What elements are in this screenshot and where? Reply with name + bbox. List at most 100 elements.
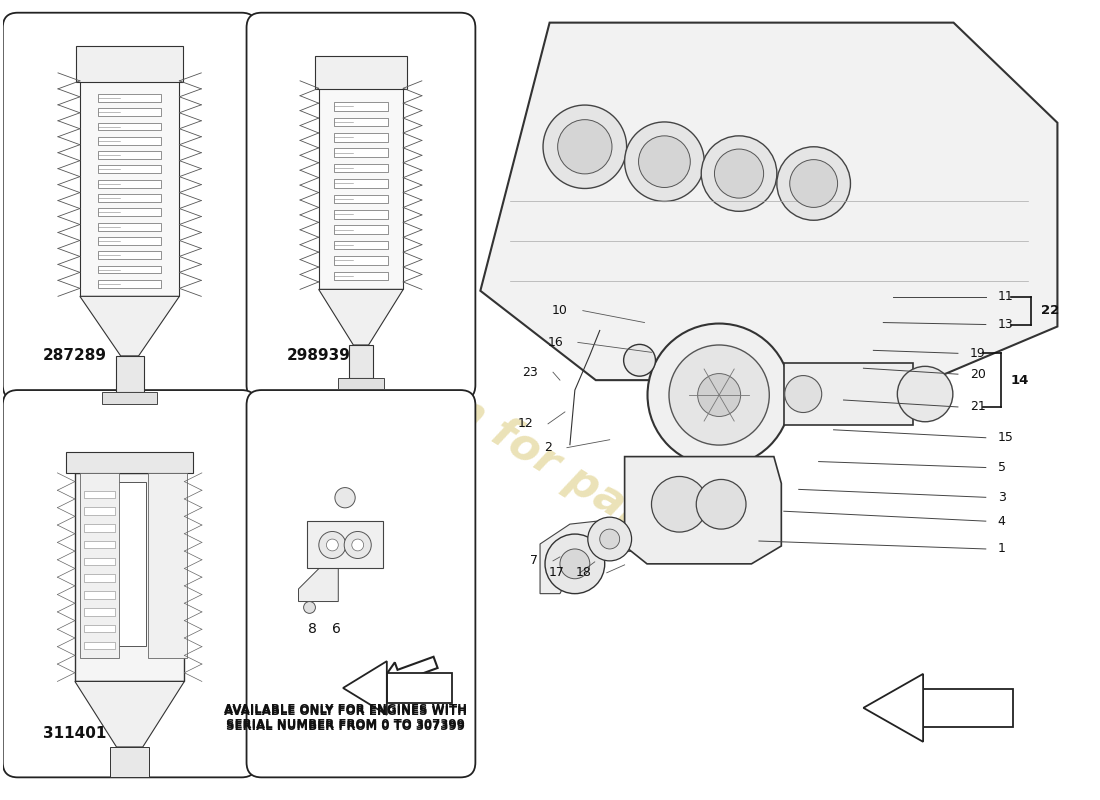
Bar xyxy=(334,133,388,142)
Text: 6: 6 xyxy=(332,622,341,636)
Bar xyxy=(85,524,114,532)
Text: 17: 17 xyxy=(549,566,565,579)
Circle shape xyxy=(651,477,707,532)
Circle shape xyxy=(639,136,691,187)
Circle shape xyxy=(784,375,822,413)
FancyBboxPatch shape xyxy=(3,390,256,778)
Text: 21: 21 xyxy=(970,401,986,414)
Text: 11: 11 xyxy=(998,290,1013,303)
Bar xyxy=(85,591,114,599)
Text: 5: 5 xyxy=(998,461,1005,474)
Bar xyxy=(316,56,407,89)
Bar xyxy=(334,272,388,280)
Bar xyxy=(98,280,162,288)
Bar xyxy=(334,102,388,110)
Text: AVAILABLE ONLY FOR ENGINES WITH
SERIAL NUMBER FROM 0 TO 307399: AVAILABLE ONLY FOR ENGINES WITH SERIAL N… xyxy=(223,705,466,733)
Bar xyxy=(85,558,114,566)
Bar xyxy=(923,689,1013,726)
Bar xyxy=(148,473,187,658)
Bar xyxy=(85,608,114,616)
Bar xyxy=(75,473,185,682)
Text: 287289: 287289 xyxy=(43,348,107,363)
Circle shape xyxy=(344,531,372,558)
Polygon shape xyxy=(864,674,923,742)
Text: 298939: 298939 xyxy=(286,348,350,363)
Circle shape xyxy=(696,479,746,529)
Bar xyxy=(85,642,114,650)
Bar xyxy=(334,256,388,265)
Bar xyxy=(307,522,383,568)
Polygon shape xyxy=(298,568,339,602)
Bar xyxy=(98,151,162,159)
Circle shape xyxy=(543,105,627,189)
Text: 7: 7 xyxy=(530,554,538,567)
Text: 10: 10 xyxy=(552,304,568,317)
Bar xyxy=(98,137,162,145)
Circle shape xyxy=(625,122,704,202)
Bar xyxy=(98,94,162,102)
Text: 2: 2 xyxy=(544,441,552,454)
Bar xyxy=(98,166,162,174)
Bar xyxy=(85,574,114,582)
Bar xyxy=(85,490,114,498)
Bar xyxy=(334,194,388,203)
FancyBboxPatch shape xyxy=(246,13,475,400)
Circle shape xyxy=(898,366,953,422)
Circle shape xyxy=(624,344,656,376)
Bar xyxy=(66,452,194,473)
Bar xyxy=(349,345,373,378)
Bar xyxy=(85,625,114,633)
Bar xyxy=(319,81,404,290)
Text: 20: 20 xyxy=(970,368,986,381)
Circle shape xyxy=(701,136,777,211)
FancyBboxPatch shape xyxy=(246,390,475,778)
Circle shape xyxy=(544,534,605,594)
Bar xyxy=(98,108,162,116)
Circle shape xyxy=(790,160,837,207)
Bar xyxy=(334,226,388,234)
Circle shape xyxy=(600,529,619,549)
Polygon shape xyxy=(80,296,179,356)
Text: 18: 18 xyxy=(576,566,592,579)
Bar xyxy=(98,237,162,245)
Bar xyxy=(80,473,119,658)
Circle shape xyxy=(334,487,355,508)
Text: 23: 23 xyxy=(522,366,538,378)
Bar xyxy=(116,356,144,392)
Circle shape xyxy=(319,531,345,558)
Bar xyxy=(98,251,162,259)
Circle shape xyxy=(558,120,612,174)
FancyBboxPatch shape xyxy=(3,13,256,400)
Circle shape xyxy=(777,146,850,220)
Bar xyxy=(98,208,162,216)
Bar xyxy=(334,164,388,172)
Bar xyxy=(334,118,388,126)
Circle shape xyxy=(327,539,339,551)
Text: a passion for parts: a passion for parts xyxy=(268,277,692,563)
Text: 16: 16 xyxy=(547,336,563,349)
Text: 22: 22 xyxy=(1041,304,1059,317)
Bar xyxy=(334,179,388,188)
Bar xyxy=(338,378,384,390)
Bar xyxy=(98,222,162,230)
Circle shape xyxy=(587,517,631,561)
Bar xyxy=(113,482,146,646)
Circle shape xyxy=(697,374,740,417)
Text: AVAILABLE ONLY FOR ENGINES WITH
SERIAL NUMBER FROM 0 TO 307399: AVAILABLE ONLY FOR ENGINES WITH SERIAL N… xyxy=(223,703,466,731)
Text: 311401: 311401 xyxy=(43,726,106,741)
Bar xyxy=(110,747,150,777)
Bar xyxy=(102,392,157,403)
Polygon shape xyxy=(343,661,387,714)
Bar xyxy=(80,73,179,296)
Text: 12: 12 xyxy=(517,418,534,430)
Polygon shape xyxy=(481,22,1057,380)
Bar xyxy=(98,122,162,130)
Circle shape xyxy=(669,345,769,445)
Bar xyxy=(85,541,114,549)
Polygon shape xyxy=(75,682,185,747)
Text: 3: 3 xyxy=(998,491,1005,504)
Polygon shape xyxy=(540,519,615,594)
Bar xyxy=(85,507,114,515)
Bar xyxy=(334,210,388,218)
Circle shape xyxy=(715,149,763,198)
